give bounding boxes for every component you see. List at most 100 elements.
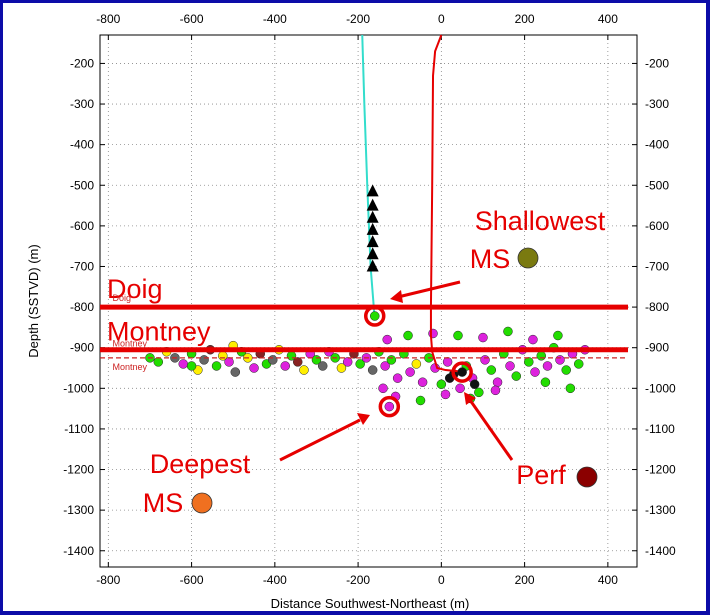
event-point — [503, 326, 513, 337]
geophone-marker — [366, 235, 379, 248]
event-point — [480, 355, 490, 365]
y-tick-label-right: -200 — [645, 56, 669, 70]
callout-shallowest-line2: MS — [470, 244, 511, 274]
x-tick-label-bottom: 0 — [438, 573, 445, 587]
y-tick-label-right: -1100 — [645, 422, 675, 436]
event-point — [428, 328, 438, 339]
x-tick-label-bottom: -200 — [346, 573, 370, 587]
y-tick-label-left: -1200 — [63, 463, 94, 477]
geophone-marker — [366, 198, 379, 211]
event-point — [392, 373, 403, 383]
highlight-ring — [378, 395, 401, 418]
highlighted-event-point — [369, 311, 380, 321]
event-point — [561, 365, 571, 375]
event-point — [280, 361, 290, 371]
y-tick-label-left: -400 — [70, 138, 94, 152]
x-tick-label-bottom: -600 — [180, 573, 204, 587]
event-point — [492, 377, 503, 387]
event-point — [153, 357, 164, 367]
callout-deepest-line2: MS — [143, 488, 184, 518]
y-tick-label-right: -500 — [645, 178, 669, 192]
x-axis-top-ticks: -800 -600 -400 -200 0 200 400 — [96, 12, 618, 40]
callout-perf-arrowhead — [464, 392, 476, 405]
y-tick-label-right: -300 — [645, 97, 669, 111]
event-point — [455, 383, 465, 394]
event-point — [268, 355, 278, 365]
deepest-ms-marker — [191, 492, 213, 514]
highlighted-event-point — [457, 367, 467, 377]
event-point — [415, 395, 426, 406]
highlight-ring — [451, 361, 473, 383]
event-point — [524, 357, 534, 367]
formation-label-montney: Montney — [107, 317, 211, 347]
y-tick-label-left: -500 — [70, 178, 94, 192]
event-point — [442, 357, 453, 367]
y-tick-label-left: -700 — [70, 259, 94, 273]
event-point — [186, 361, 197, 371]
geophone-marker — [366, 184, 379, 197]
shallowest-ms-marker — [517, 247, 539, 269]
event-point — [565, 383, 576, 394]
event-point — [299, 365, 309, 375]
event-point — [474, 387, 484, 398]
event-point — [540, 377, 551, 387]
monitor-well-path — [361, 34, 376, 320]
y-tick-label-left: -300 — [70, 97, 94, 111]
formation-label-doig: Doig — [107, 274, 163, 304]
geophone-marker — [366, 259, 379, 272]
y-tick-label-right: -400 — [645, 138, 669, 152]
x-tick-label-top: -200 — [346, 12, 370, 26]
x-tick-label-bottom: -800 — [96, 573, 120, 587]
formation-small-label: Montney — [112, 362, 147, 372]
x-tick-label-top: -400 — [263, 12, 287, 26]
event-point — [178, 359, 189, 369]
geophone-marker — [366, 222, 379, 235]
event-point — [486, 365, 497, 375]
y-tick-label-right: -900 — [645, 341, 669, 355]
event-point — [224, 357, 234, 367]
x-tick-label-top: -600 — [180, 12, 204, 26]
event-point — [378, 383, 388, 394]
x-tick-label-top: 200 — [515, 12, 535, 26]
y-tick-label-left: -800 — [70, 300, 94, 314]
callout-shallowest: Shallowest MS — [390, 206, 606, 303]
event-point — [199, 355, 209, 365]
x-tick-label-top: 0 — [438, 12, 445, 26]
event-point — [440, 389, 451, 400]
y-tick-label-left: -1000 — [63, 381, 94, 395]
event-point — [380, 361, 390, 371]
event-point — [367, 365, 378, 375]
event-point — [403, 330, 413, 341]
y-tick-label-left: -1400 — [63, 544, 94, 558]
event-point — [530, 367, 540, 377]
event-point — [542, 361, 553, 371]
y-axis-title: Depth (SSTVD) (m) — [26, 244, 41, 357]
callout-shallowest-arrow — [397, 280, 461, 299]
callout-perf: Perf — [464, 392, 598, 490]
event-point — [478, 332, 488, 343]
event-point — [355, 359, 365, 369]
event-point — [528, 334, 538, 345]
geophone-marker — [366, 247, 379, 260]
event-point — [317, 361, 328, 371]
event-point — [453, 330, 463, 341]
highlight-ring — [363, 305, 386, 327]
y-tick-label-right: -1000 — [645, 381, 676, 395]
event-point — [405, 367, 415, 377]
event-point — [469, 379, 480, 390]
treatment-well-path — [429, 34, 459, 373]
x-axis-bottom-ticks: -800 -600 -400 -200 0 200 400 — [96, 562, 618, 587]
geophone-marker — [366, 210, 379, 223]
callout-perf-label: Perf — [516, 460, 566, 490]
event-point — [553, 330, 563, 341]
x-tick-label-bottom: 400 — [598, 573, 618, 587]
x-tick-label-top: 400 — [598, 12, 618, 26]
callout-shallowest-line1: Shallowest — [475, 206, 606, 236]
well-trajectories — [361, 34, 459, 373]
event-point — [382, 334, 392, 345]
y-tick-label-right: -600 — [645, 219, 669, 233]
highlighted-events — [363, 305, 473, 418]
event-point — [505, 361, 515, 371]
